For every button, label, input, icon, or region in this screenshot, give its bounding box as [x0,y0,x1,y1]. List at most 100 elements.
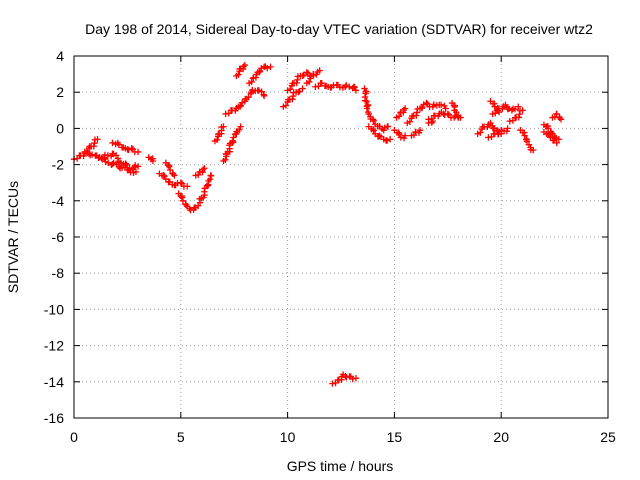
data-point [437,101,445,109]
x-tick-label: 5 [177,429,185,445]
data-point [230,134,237,141]
y-tick-label: -14 [44,374,64,390]
grid-lines [74,56,608,418]
x-tick-label: 20 [493,429,509,445]
x-tick-label: 15 [387,429,403,445]
x-tick-label: 25 [600,429,616,445]
data-point [383,137,391,144]
x-tick-label: 10 [280,429,296,445]
data-point [132,162,139,169]
data-point [179,197,187,204]
data-point [521,132,528,139]
data-point [115,141,123,148]
data-point [343,82,350,89]
data-point [370,117,377,124]
data-point [351,84,358,91]
data-point [555,136,563,143]
data-point [295,88,302,96]
y-axis-label: SDTVAR / TECUs [5,181,21,293]
y-tick-label: -12 [44,338,64,354]
data-point [222,156,229,163]
data-point [169,170,177,178]
data-point [229,137,237,144]
data-point [397,134,405,141]
data-point [316,67,323,74]
data-point [442,105,449,112]
data-point [515,103,522,110]
data-point [171,172,178,179]
data-point [343,374,350,381]
data-point [477,129,484,136]
data-point [282,102,290,109]
data-point [237,102,244,109]
data-point [88,151,96,158]
data-point [419,104,426,111]
data-point [416,127,424,134]
data-point [100,155,108,162]
data-point [396,130,403,138]
data-point [530,146,537,154]
data-point [352,374,360,382]
data-point [104,159,112,166]
x-axis-label: GPS time / hours [287,458,394,474]
data-point [149,157,157,165]
data-point [201,165,208,172]
data-point [207,172,214,179]
data-point [453,108,460,116]
data-point [178,194,186,201]
data-point [128,145,135,152]
data-point [166,166,174,174]
data-point [401,105,409,112]
data-point [423,99,430,107]
data-point [236,126,243,133]
data-point [498,127,505,134]
data-point [299,72,306,79]
data-point [114,155,122,162]
data-point [401,132,409,139]
data-point [260,92,268,100]
data-point [213,136,221,144]
data-point [412,128,419,136]
chart-title: Day 198 of 2014, Sidereal Day-to-day VTE… [85,21,593,37]
y-tick-label: 0 [56,120,64,136]
data-point [184,183,191,190]
data-point [177,179,184,186]
data-point [444,110,451,118]
data-point [429,117,437,125]
data-point [182,201,190,208]
data-point [134,163,142,170]
data-point [553,110,560,118]
data-point [299,85,306,92]
data-point [109,139,116,147]
data-point [519,107,526,114]
data-point [386,136,394,143]
data-point [363,105,371,112]
y-tick-label: 2 [56,84,64,100]
data-point [249,86,256,94]
data-points [70,61,565,387]
data-point [352,87,360,94]
data-point [287,85,294,93]
data-point [349,375,356,383]
y-tick-label: -6 [52,229,65,245]
data-point [504,125,511,132]
data-point [248,78,255,86]
y-tick-label: -10 [44,301,64,317]
y-tick-label: 4 [56,48,64,64]
y-tick-label: -8 [52,265,65,281]
x-tick-label: 0 [70,429,78,445]
data-point [245,93,252,101]
data-point [256,67,264,75]
data-point [318,79,325,87]
data-point [503,128,511,135]
data-point [556,114,563,122]
data-point [305,78,313,86]
data-point [241,61,249,69]
data-point [384,123,392,130]
data-point [430,101,438,108]
data-point [428,119,435,126]
data-point [264,64,271,72]
data-point [134,148,142,156]
